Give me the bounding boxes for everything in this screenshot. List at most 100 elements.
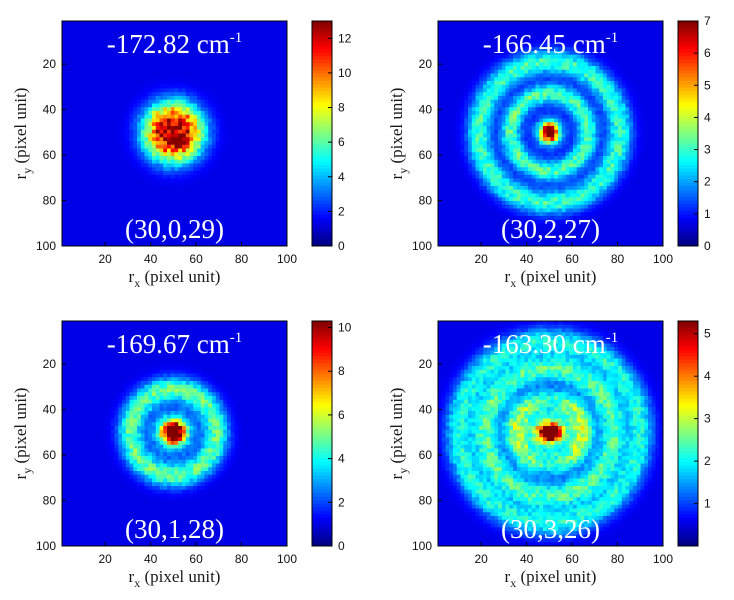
heatmap-cell [144,189,149,194]
heatmap-cell [486,28,491,33]
heatmap-cell [118,197,123,202]
heatmap-cell [118,28,123,33]
heatmap-cell [148,129,153,134]
heatmap-cell [219,39,224,44]
heatmap-cell [629,21,634,26]
heatmap-cell [576,32,581,37]
heatmap-cell [453,66,458,71]
heatmap-cell [159,204,164,209]
heatmap-cell [155,81,160,86]
heatmap-cell [257,242,262,247]
colorbar-step [312,242,332,247]
heatmap-cell [140,141,145,146]
heatmap-cell [114,122,119,127]
heatmap-cell [140,212,145,217]
heatmap-cell [655,84,660,89]
heatmap-cell [498,21,503,26]
heatmap-cell [494,47,499,52]
heatmap-cell [212,96,217,101]
heatmap-cell [110,212,115,217]
heatmap-cell [546,62,551,67]
heatmap-cell [189,69,194,74]
heatmap-cell [73,54,78,59]
heatmap-cell [610,32,615,37]
heatmap-cell [471,47,476,52]
heatmap-cell [554,62,559,67]
heatmap-cell [189,231,194,236]
heatmap-cell [65,227,70,232]
heatmap-cell [584,84,589,89]
heatmap-cell [140,107,145,112]
heatmap-cell [148,103,153,108]
heatmap-cell [591,73,596,78]
heatmap-cell [230,219,235,224]
heatmap-cell [272,163,277,168]
heatmap-cell [193,156,198,161]
heatmap-cell [543,58,548,63]
heatmap-cell [234,163,239,168]
heatmap-cell [77,39,82,44]
heatmap-cell [174,234,179,239]
heatmap-cell [204,84,209,89]
heatmap-cell [99,54,104,59]
heatmap-cell [272,227,277,232]
heatmap-cell [636,51,641,56]
heatmap-cell [118,47,123,52]
heatmap-cell [584,24,589,29]
heatmap-cell [272,216,277,221]
heatmap-cell [651,51,656,56]
heatmap-cell [475,77,480,82]
heatmap-cell [215,107,220,112]
heatmap-cell [174,223,179,228]
heatmap-cell [513,66,518,71]
heatmap-cell [193,189,198,194]
heatmap-cell [618,39,623,44]
heatmap-cell [603,43,608,48]
heatmap-cell [483,24,488,29]
heatmap-cell [99,171,104,176]
heatmap-cell [546,54,551,59]
heatmap-cell [257,137,262,142]
heatmap-cell [125,223,130,228]
heatmap-cell [528,43,533,48]
heatmap-cell [155,178,160,183]
heatmap-cell [92,167,97,172]
heatmap-cell [501,69,506,74]
heatmap-cell [212,43,217,48]
heatmap-cell [133,159,138,164]
heatmap-cell [92,178,97,183]
heatmap-cell [144,219,149,224]
heatmap-cell [249,204,254,209]
heatmap-cell [73,223,78,228]
heatmap-cell [178,92,183,97]
heatmap-cell [253,24,258,29]
heatmap-cell [219,126,224,131]
heatmap-cell [505,36,510,41]
heatmap-cell [84,32,89,37]
heatmap-cell [275,103,280,108]
colorbar-step [312,231,332,236]
heatmap-cell [554,39,559,44]
heatmap-cell [77,114,82,119]
heatmap-cell [279,66,284,71]
heatmap-cell [103,212,108,217]
heatmap-cell [272,242,277,247]
heatmap-cell [625,77,630,82]
heatmap-cell [227,62,232,67]
heatmap-cell [468,73,473,78]
heatmap-cell [208,92,213,97]
heatmap-cell [107,178,112,183]
heatmap-cell [234,66,239,71]
heatmap-cell [219,144,224,149]
heatmap-cell [445,39,450,44]
heatmap-cell [159,186,164,191]
heatmap-cell [279,122,284,127]
heatmap-cell [152,133,157,138]
heatmap-cell [69,171,74,176]
heatmap-cell [275,88,280,93]
heatmap-cell [648,73,653,78]
heatmap-cell [133,189,138,194]
heatmap-cell [275,242,280,247]
heatmap-cell [103,178,108,183]
heatmap-cell [595,88,600,93]
